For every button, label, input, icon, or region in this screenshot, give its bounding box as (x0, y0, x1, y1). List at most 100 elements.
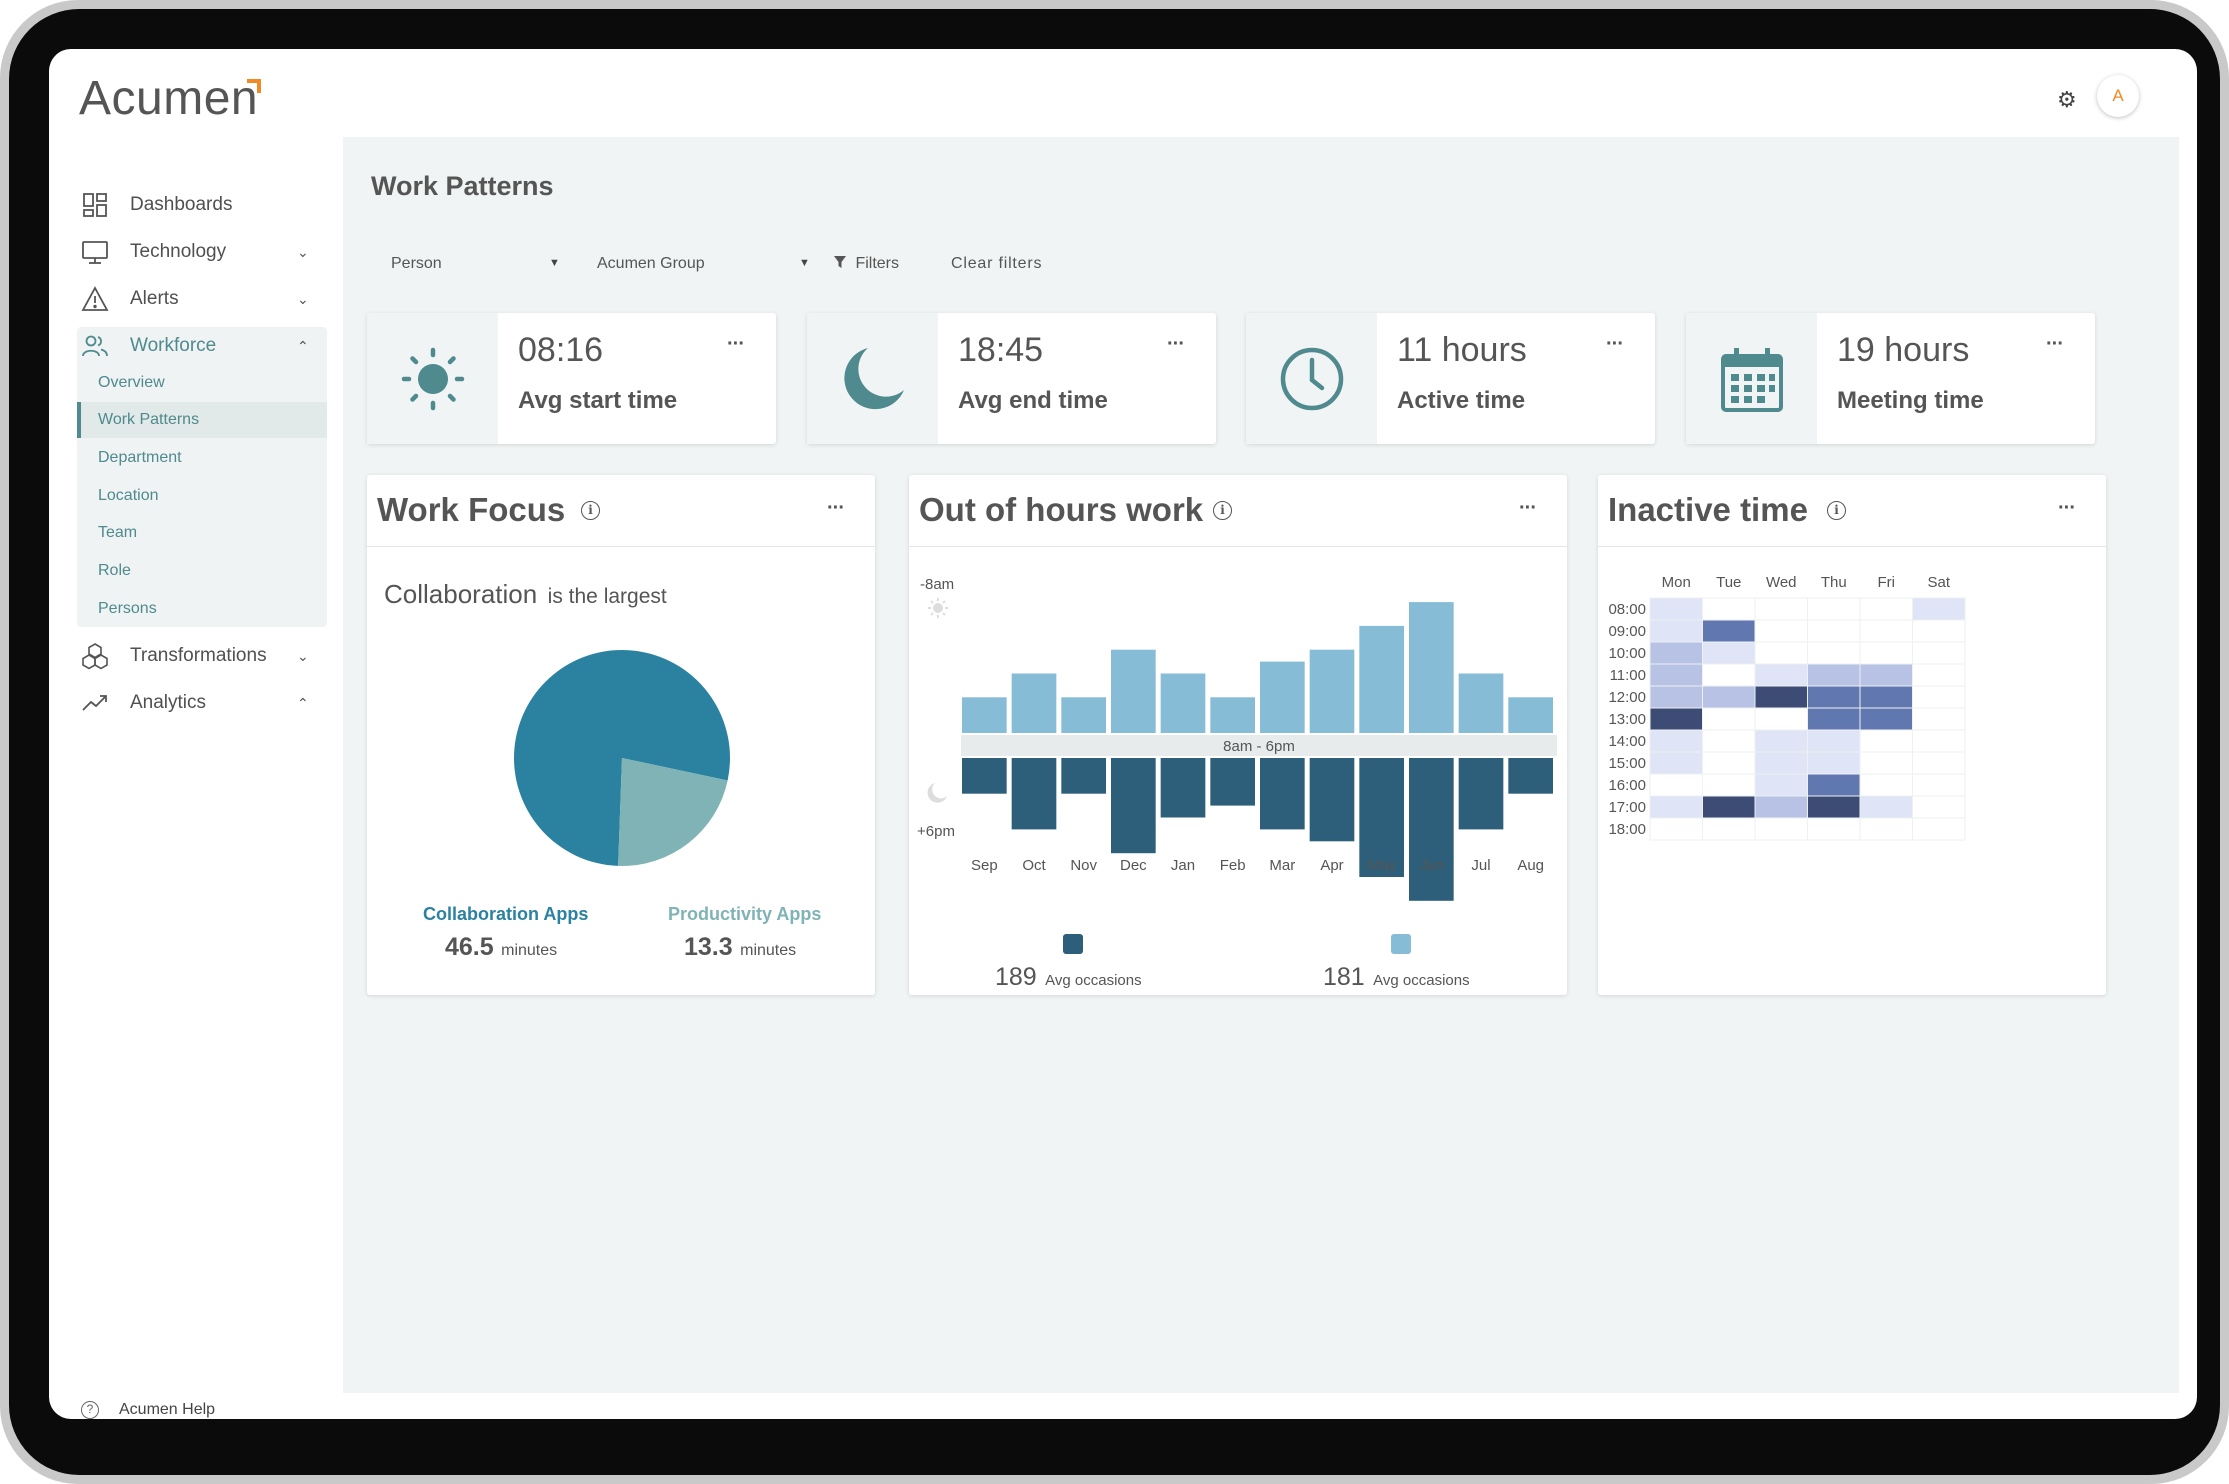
heatmap-cell[interactable] (1807, 707, 1861, 731)
avatar[interactable]: A (2097, 75, 2139, 117)
heatmap-cell[interactable] (1702, 685, 1756, 709)
heatmap-cell[interactable] (1754, 619, 1808, 643)
heatmap-cell[interactable] (1649, 795, 1703, 819)
heatmap-cell[interactable] (1912, 795, 1966, 819)
heatmap-cell[interactable] (1702, 663, 1756, 687)
sidebar-item-dashboards[interactable]: Dashboards (49, 183, 327, 227)
heatmap-cell[interactable] (1807, 795, 1861, 819)
heatmap-cell[interactable] (1649, 751, 1703, 775)
sidebar-item-analytics[interactable]: Analytics ⌃ (49, 681, 327, 725)
more-icon[interactable]: ··· (1167, 333, 1185, 355)
more-icon[interactable]: ··· (727, 333, 745, 355)
bar-before-8am-feb[interactable] (1210, 697, 1255, 733)
heatmap-cell[interactable] (1754, 729, 1808, 753)
pie-slice-collaboration-apps[interactable] (514, 650, 730, 866)
heatmap-cell[interactable] (1859, 707, 1913, 731)
bar-before-8am-aug[interactable] (1508, 697, 1553, 733)
person-dropdown[interactable]: Person (391, 255, 442, 273)
bar-after-6pm-jul[interactable] (1458, 758, 1504, 830)
bar-after-6pm-dec[interactable] (1111, 758, 1156, 854)
heatmap-cell[interactable] (1912, 663, 1966, 687)
bar-before-8am-oct[interactable] (1011, 673, 1057, 734)
heatmap-cell[interactable] (1859, 795, 1913, 819)
chevron-up-icon[interactable]: ⌃ (297, 694, 309, 711)
pie-slice-productivity-apps[interactable] (618, 758, 728, 866)
heatmap-cell[interactable] (1649, 773, 1703, 797)
heatmap-cell[interactable] (1754, 663, 1808, 687)
heatmap-cell[interactable] (1807, 641, 1861, 665)
heatmap-cell[interactable] (1859, 729, 1913, 753)
chevron-down-icon[interactable]: ⌄ (297, 647, 309, 664)
bar-after-6pm-aug[interactable] (1508, 758, 1553, 794)
heatmap-cell[interactable] (1912, 597, 1966, 621)
heatmap-cell[interactable] (1754, 795, 1808, 819)
sidebar-subitem-team[interactable]: Team (77, 515, 327, 551)
heatmap-cell[interactable] (1702, 707, 1756, 731)
info-icon[interactable]: i (1827, 501, 1846, 520)
heatmap-cell[interactable] (1912, 773, 1966, 797)
heatmap-cell[interactable] (1754, 685, 1808, 709)
info-icon[interactable]: i (1213, 501, 1232, 520)
heatmap-cell[interactable] (1912, 685, 1966, 709)
caret-down-icon[interactable]: ▼ (549, 257, 560, 269)
heatmap-cell[interactable] (1702, 795, 1756, 819)
heatmap-cell[interactable] (1754, 707, 1808, 731)
heatmap-cell[interactable] (1754, 641, 1808, 665)
help-link[interactable]: ? Acumen Help (81, 1401, 215, 1419)
bar-after-6pm-nov[interactable] (1061, 758, 1106, 794)
heatmap-cell[interactable] (1912, 707, 1966, 731)
bar-after-6pm-apr[interactable] (1309, 758, 1355, 842)
heatmap-cell[interactable] (1859, 619, 1913, 643)
heatmap-cell[interactable] (1754, 597, 1808, 621)
chevron-down-icon[interactable]: ⌄ (297, 290, 309, 307)
heatmap-cell[interactable] (1754, 817, 1808, 841)
bar-before-8am-jan[interactable] (1160, 673, 1206, 734)
sidebar-subitem-location[interactable]: Location (77, 478, 327, 514)
heatmap-cell[interactable] (1754, 751, 1808, 775)
bar-before-8am-nov[interactable] (1061, 697, 1106, 733)
heatmap-cell[interactable] (1702, 619, 1756, 643)
info-icon[interactable]: i (581, 501, 600, 520)
heatmap-cell[interactable] (1702, 729, 1756, 753)
heatmap-cell[interactable] (1649, 817, 1703, 841)
filters-button[interactable]: Filters (833, 255, 899, 273)
heatmap-cell[interactable] (1807, 685, 1861, 709)
sidebar-item-technology[interactable]: Technology ⌄ (49, 230, 327, 274)
chevron-up-icon[interactable]: ⌃ (297, 337, 309, 354)
heatmap-cell[interactable] (1807, 663, 1861, 687)
heatmap-cell[interactable] (1807, 729, 1861, 753)
heatmap-cell[interactable] (1649, 597, 1703, 621)
sidebar-item-workforce[interactable]: Workforce ⌃ (49, 324, 327, 368)
heatmap-cell[interactable] (1859, 751, 1913, 775)
heatmap-cell[interactable] (1912, 619, 1966, 643)
bar-before-8am-apr[interactable] (1309, 649, 1355, 733)
heatmap-cell[interactable] (1649, 729, 1703, 753)
bar-after-6pm-may[interactable] (1359, 758, 1404, 877)
heatmap-cell[interactable] (1807, 773, 1861, 797)
bar-after-6pm-jun[interactable] (1409, 758, 1454, 901)
heatmap-cell[interactable] (1859, 597, 1913, 621)
heatmap-cell[interactable] (1912, 751, 1966, 775)
gear-icon[interactable]: ⚙ (2057, 87, 2077, 112)
more-icon[interactable]: ··· (1519, 497, 1537, 519)
sidebar-subitem-persons[interactable]: Persons (77, 591, 327, 627)
heatmap-cell[interactable] (1859, 641, 1913, 665)
bar-after-6pm-jan[interactable] (1160, 758, 1206, 818)
heatmap-cell[interactable] (1912, 729, 1966, 753)
sidebar-subitem-overview[interactable]: Overview (77, 365, 327, 401)
heatmap-cell[interactable] (1702, 817, 1756, 841)
bar-after-6pm-oct[interactable] (1011, 758, 1057, 830)
heatmap-cell[interactable] (1807, 817, 1861, 841)
heatmap-cell[interactable] (1859, 773, 1913, 797)
heatmap-cell[interactable] (1912, 817, 1966, 841)
caret-down-icon[interactable]: ▼ (799, 257, 810, 269)
sidebar-item-alerts[interactable]: Alerts ⌄ (49, 277, 327, 321)
bar-before-8am-jun[interactable] (1409, 602, 1454, 733)
more-icon[interactable]: ··· (2058, 497, 2076, 519)
heatmap-cell[interactable] (1807, 751, 1861, 775)
heatmap-cell[interactable] (1649, 663, 1703, 687)
bar-before-8am-dec[interactable] (1111, 649, 1156, 733)
sidebar-subitem-department[interactable]: Department (77, 440, 327, 476)
bar-after-6pm-mar[interactable] (1260, 758, 1305, 830)
heatmap-cell[interactable] (1702, 641, 1756, 665)
